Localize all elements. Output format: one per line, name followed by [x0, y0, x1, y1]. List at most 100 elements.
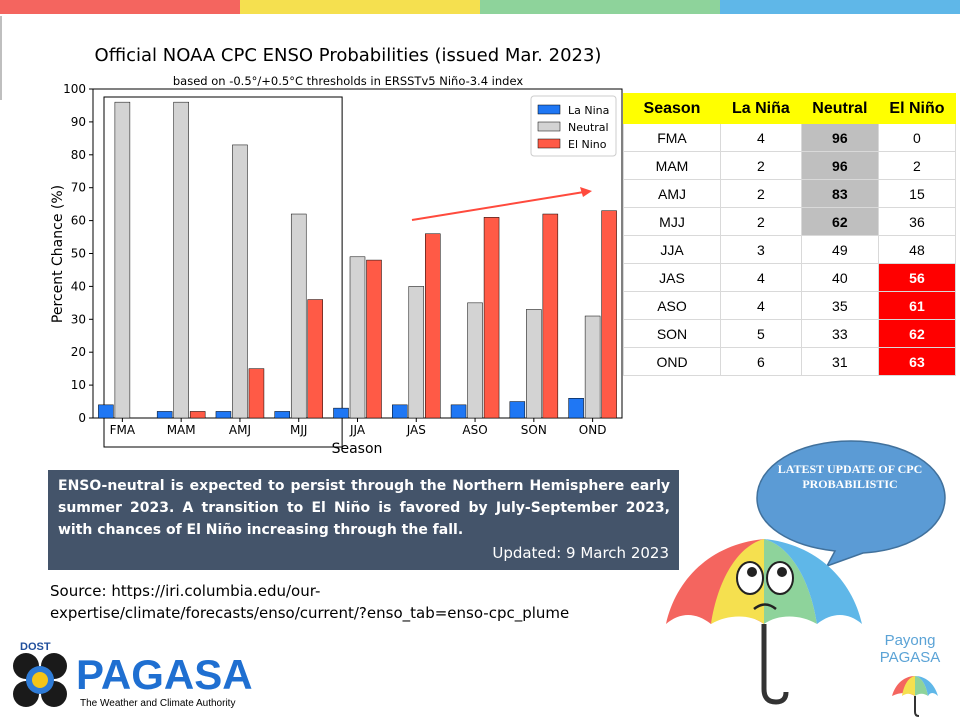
bar-la-nina-ond [568, 398, 584, 419]
trend-arrow-head [580, 187, 592, 197]
table-cell: 33 [800, 319, 879, 348]
x-tick-label: SON [521, 423, 547, 437]
top-bar-segment-green [480, 0, 720, 14]
outlook-message-box: ENSO-neutral is expected to persist thro… [48, 470, 679, 570]
bar-la-nina-mam [156, 411, 173, 419]
table-cell: MJJ [623, 207, 721, 236]
x-tick-label: ASO [462, 423, 487, 437]
bar-neutral-ond [584, 315, 601, 419]
x-tick-label: MAM [167, 423, 196, 437]
top-bar-segment-red [0, 0, 240, 14]
dost-label: DOST [20, 641, 51, 653]
table-cell: JAS [623, 263, 721, 292]
table-cell: 61 [877, 291, 957, 320]
x-tick-label: JJA [349, 423, 366, 437]
bar-el-nino-mam [189, 411, 206, 419]
table-cell: 5 [720, 319, 802, 348]
source-link-text[interactable]: Source: https://iri.columbia.edu/our-exp… [50, 582, 570, 622]
legend-swatch [537, 104, 561, 115]
table-cell: 96 [800, 151, 879, 180]
y-tick-label: 70 [71, 181, 86, 195]
table-row: ASO 4 35 61 [623, 291, 957, 320]
bar-la-nina-aso [450, 404, 467, 419]
updated-date: Updated: 9 March 2023 [492, 544, 669, 562]
bar-la-nina-mjj [274, 411, 290, 419]
y-axis-label: Percent Chance (%) [50, 185, 66, 323]
bar-neutral-jas [408, 286, 425, 419]
table-cell: 48 [877, 235, 957, 264]
table-cell: MAM [623, 151, 721, 180]
table-row: JAS 4 40 56 [623, 263, 957, 292]
table-row: OND 6 31 63 [623, 347, 957, 376]
bar-neutral-mjj [290, 213, 307, 419]
y-tick-label: 100 [63, 82, 86, 96]
pagasa-tagline: The Weather and Climate Authority [80, 698, 236, 709]
bar-la-nina-jja [333, 407, 349, 419]
probability-table: Season La Niña Neutral El Niño FMA 4 96 0 MAM 2 9… [623, 93, 957, 376]
table-cell: 83 [800, 179, 879, 208]
table-cell: 3 [720, 235, 802, 264]
plot-area: 0 10 20 30 40 50 60 70 80 90 100 FMA MAM AMJ MJJ JJA JAS… [63, 82, 623, 448]
mini-umbrella-icon [892, 676, 938, 717]
bar-neutral-amj [232, 144, 248, 419]
y-tick-label: 40 [71, 279, 86, 293]
y-tick-label: 60 [71, 214, 86, 228]
y-tick-label: 90 [71, 115, 86, 129]
y-tick-label: 20 [71, 345, 86, 359]
top-bar-segment-yellow [240, 0, 480, 14]
table-header-cell: El Niño [877, 93, 957, 124]
bar-el-nino-jas [425, 233, 441, 419]
table-row: FMA 4 96 0 [623, 123, 957, 152]
table-row: MAM 2 96 2 [623, 151, 957, 180]
x-axis-label: Season [332, 441, 383, 457]
table-cell: JJA [623, 235, 721, 264]
table-cell: OND [623, 347, 721, 376]
table-cell: 2 [877, 151, 957, 180]
pagasa-logo-icon [13, 653, 67, 707]
table-header-cell: La Niña [720, 93, 802, 124]
bar-neutral-mam [173, 101, 189, 419]
bar-el-nino-jja [366, 259, 382, 419]
bar-neutral-jja [349, 256, 366, 419]
table-cell: 0 [877, 123, 957, 152]
table-cell: 6 [720, 347, 802, 376]
umbrella-mascot-icon [666, 539, 862, 705]
speech-bubble-text: LATEST UPDATE OF CPC PROBABILISTIC [777, 462, 923, 491]
bar-el-nino-ond [601, 210, 617, 419]
trend-arrow-line [411, 191, 585, 221]
table-header-row: Season La Niña Neutral El Niño [623, 93, 957, 124]
table-cell: 96 [800, 123, 879, 152]
bar-la-nina-son [509, 401, 526, 419]
payong-pagasa-label: Payong PAGASA [879, 632, 941, 666]
table-header-cell: Neutral [800, 93, 879, 124]
x-tick-label: OND [579, 423, 607, 437]
table-cell: ASO [623, 291, 721, 320]
table-cell: 62 [877, 319, 957, 348]
y-tick-label: 80 [71, 148, 86, 162]
enso-probability-chart: Official NOAA CPC ENSO Probabilities (is… [50, 45, 623, 457]
chart-subtitle: based on -0.5°/+0.5°C thresholds in ERSS… [173, 74, 523, 88]
bar-el-nino-mjj [307, 299, 323, 419]
table-cell: 40 [800, 263, 879, 292]
legend-swatch [537, 121, 561, 132]
bar-el-nino-aso [483, 217, 500, 419]
x-tick-label: FMA [110, 423, 136, 437]
legend-label: Neutral [568, 121, 609, 134]
legend-label: El Nino [568, 138, 607, 151]
bar-la-nina-amj [215, 411, 232, 419]
table-header-cell: Season [623, 93, 721, 124]
y-tick-label: 0 [78, 411, 86, 425]
bar-neutral-fma [114, 101, 131, 419]
chart-title: Official NOAA CPC ENSO Probabilities (is… [95, 45, 602, 66]
top-bar-segment-blue [720, 0, 960, 14]
x-tick-label: JAS [406, 423, 426, 437]
bar-neutral-son [526, 309, 542, 419]
bar-el-nino-amj [248, 368, 265, 419]
top-color-bar [0, 0, 960, 14]
table-cell: SON [623, 319, 721, 348]
table-cell: 63 [877, 347, 957, 376]
table-cell: FMA [623, 123, 721, 152]
early-seasons-box [103, 96, 343, 448]
table-cell: 4 [720, 123, 802, 152]
y-tick-label: 30 [71, 312, 86, 326]
